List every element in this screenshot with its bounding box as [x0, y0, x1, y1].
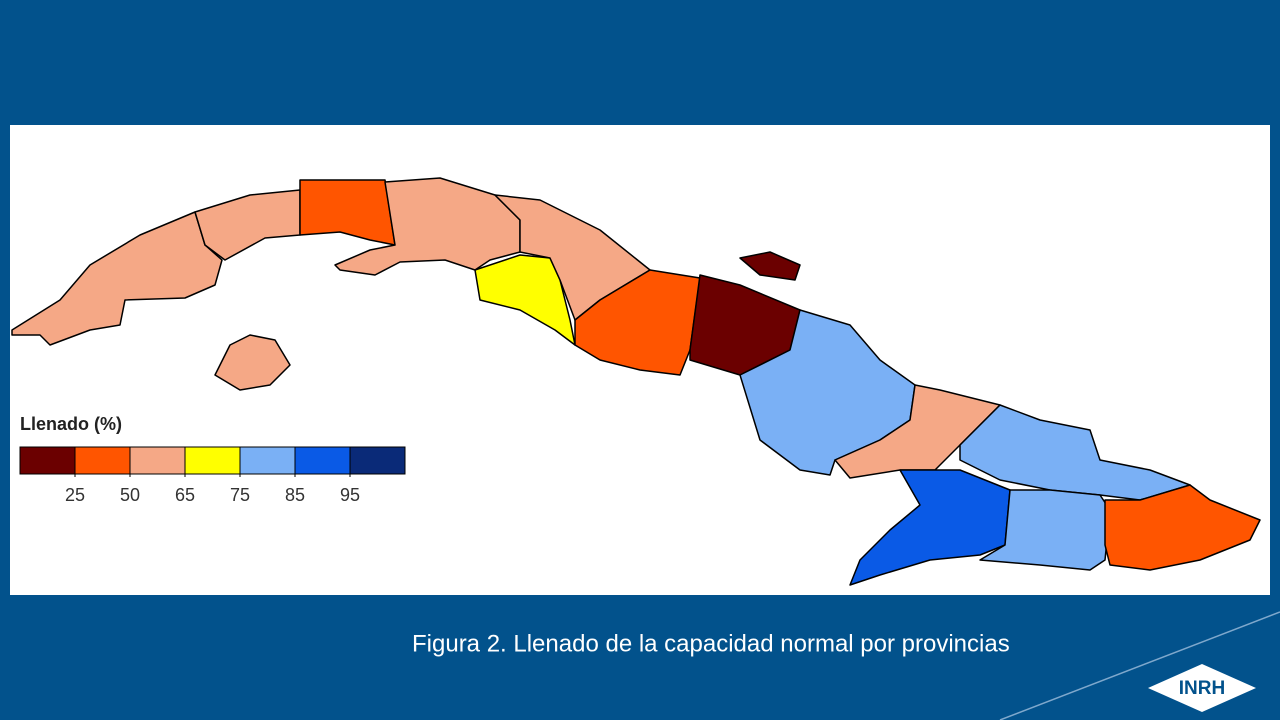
legend-break-label: 50: [120, 485, 140, 505]
legend-swatch: [129, 446, 186, 475]
logo-text: INRH: [1179, 678, 1225, 699]
logo-diamond: [1148, 664, 1256, 712]
caption: Figura 2. Llenado de la capacidad normal…: [412, 630, 1010, 657]
legend-break-label: 75: [230, 485, 250, 505]
legend-break-label: 85: [285, 485, 305, 505]
legend-title: Llenado (%): [20, 414, 122, 434]
legend: Llenado (%) 25 50 65 75 85 95: [19, 414, 406, 505]
province: [194, 189, 301, 261]
legend-break-label: 95: [340, 485, 360, 505]
province: [299, 179, 396, 246]
legend-swatch: [239, 446, 296, 475]
logo: INRH: [1148, 664, 1256, 712]
province: [11, 211, 223, 346]
legend-break-label: 65: [175, 485, 195, 505]
map: [11, 177, 1261, 586]
province: [574, 269, 701, 376]
legend-swatch: [349, 446, 406, 475]
province: [474, 254, 576, 346]
province: [739, 251, 801, 281]
province: [214, 334, 291, 391]
legend-swatch: [184, 446, 241, 475]
province: [1104, 484, 1261, 571]
legend-swatch: [294, 446, 351, 475]
legend-break-label: 25: [65, 485, 85, 505]
province: [979, 489, 1111, 571]
legend-swatch: [19, 446, 76, 475]
decor-line: [999, 611, 1280, 720]
province: [849, 469, 1011, 586]
legend-swatch: [74, 446, 131, 475]
